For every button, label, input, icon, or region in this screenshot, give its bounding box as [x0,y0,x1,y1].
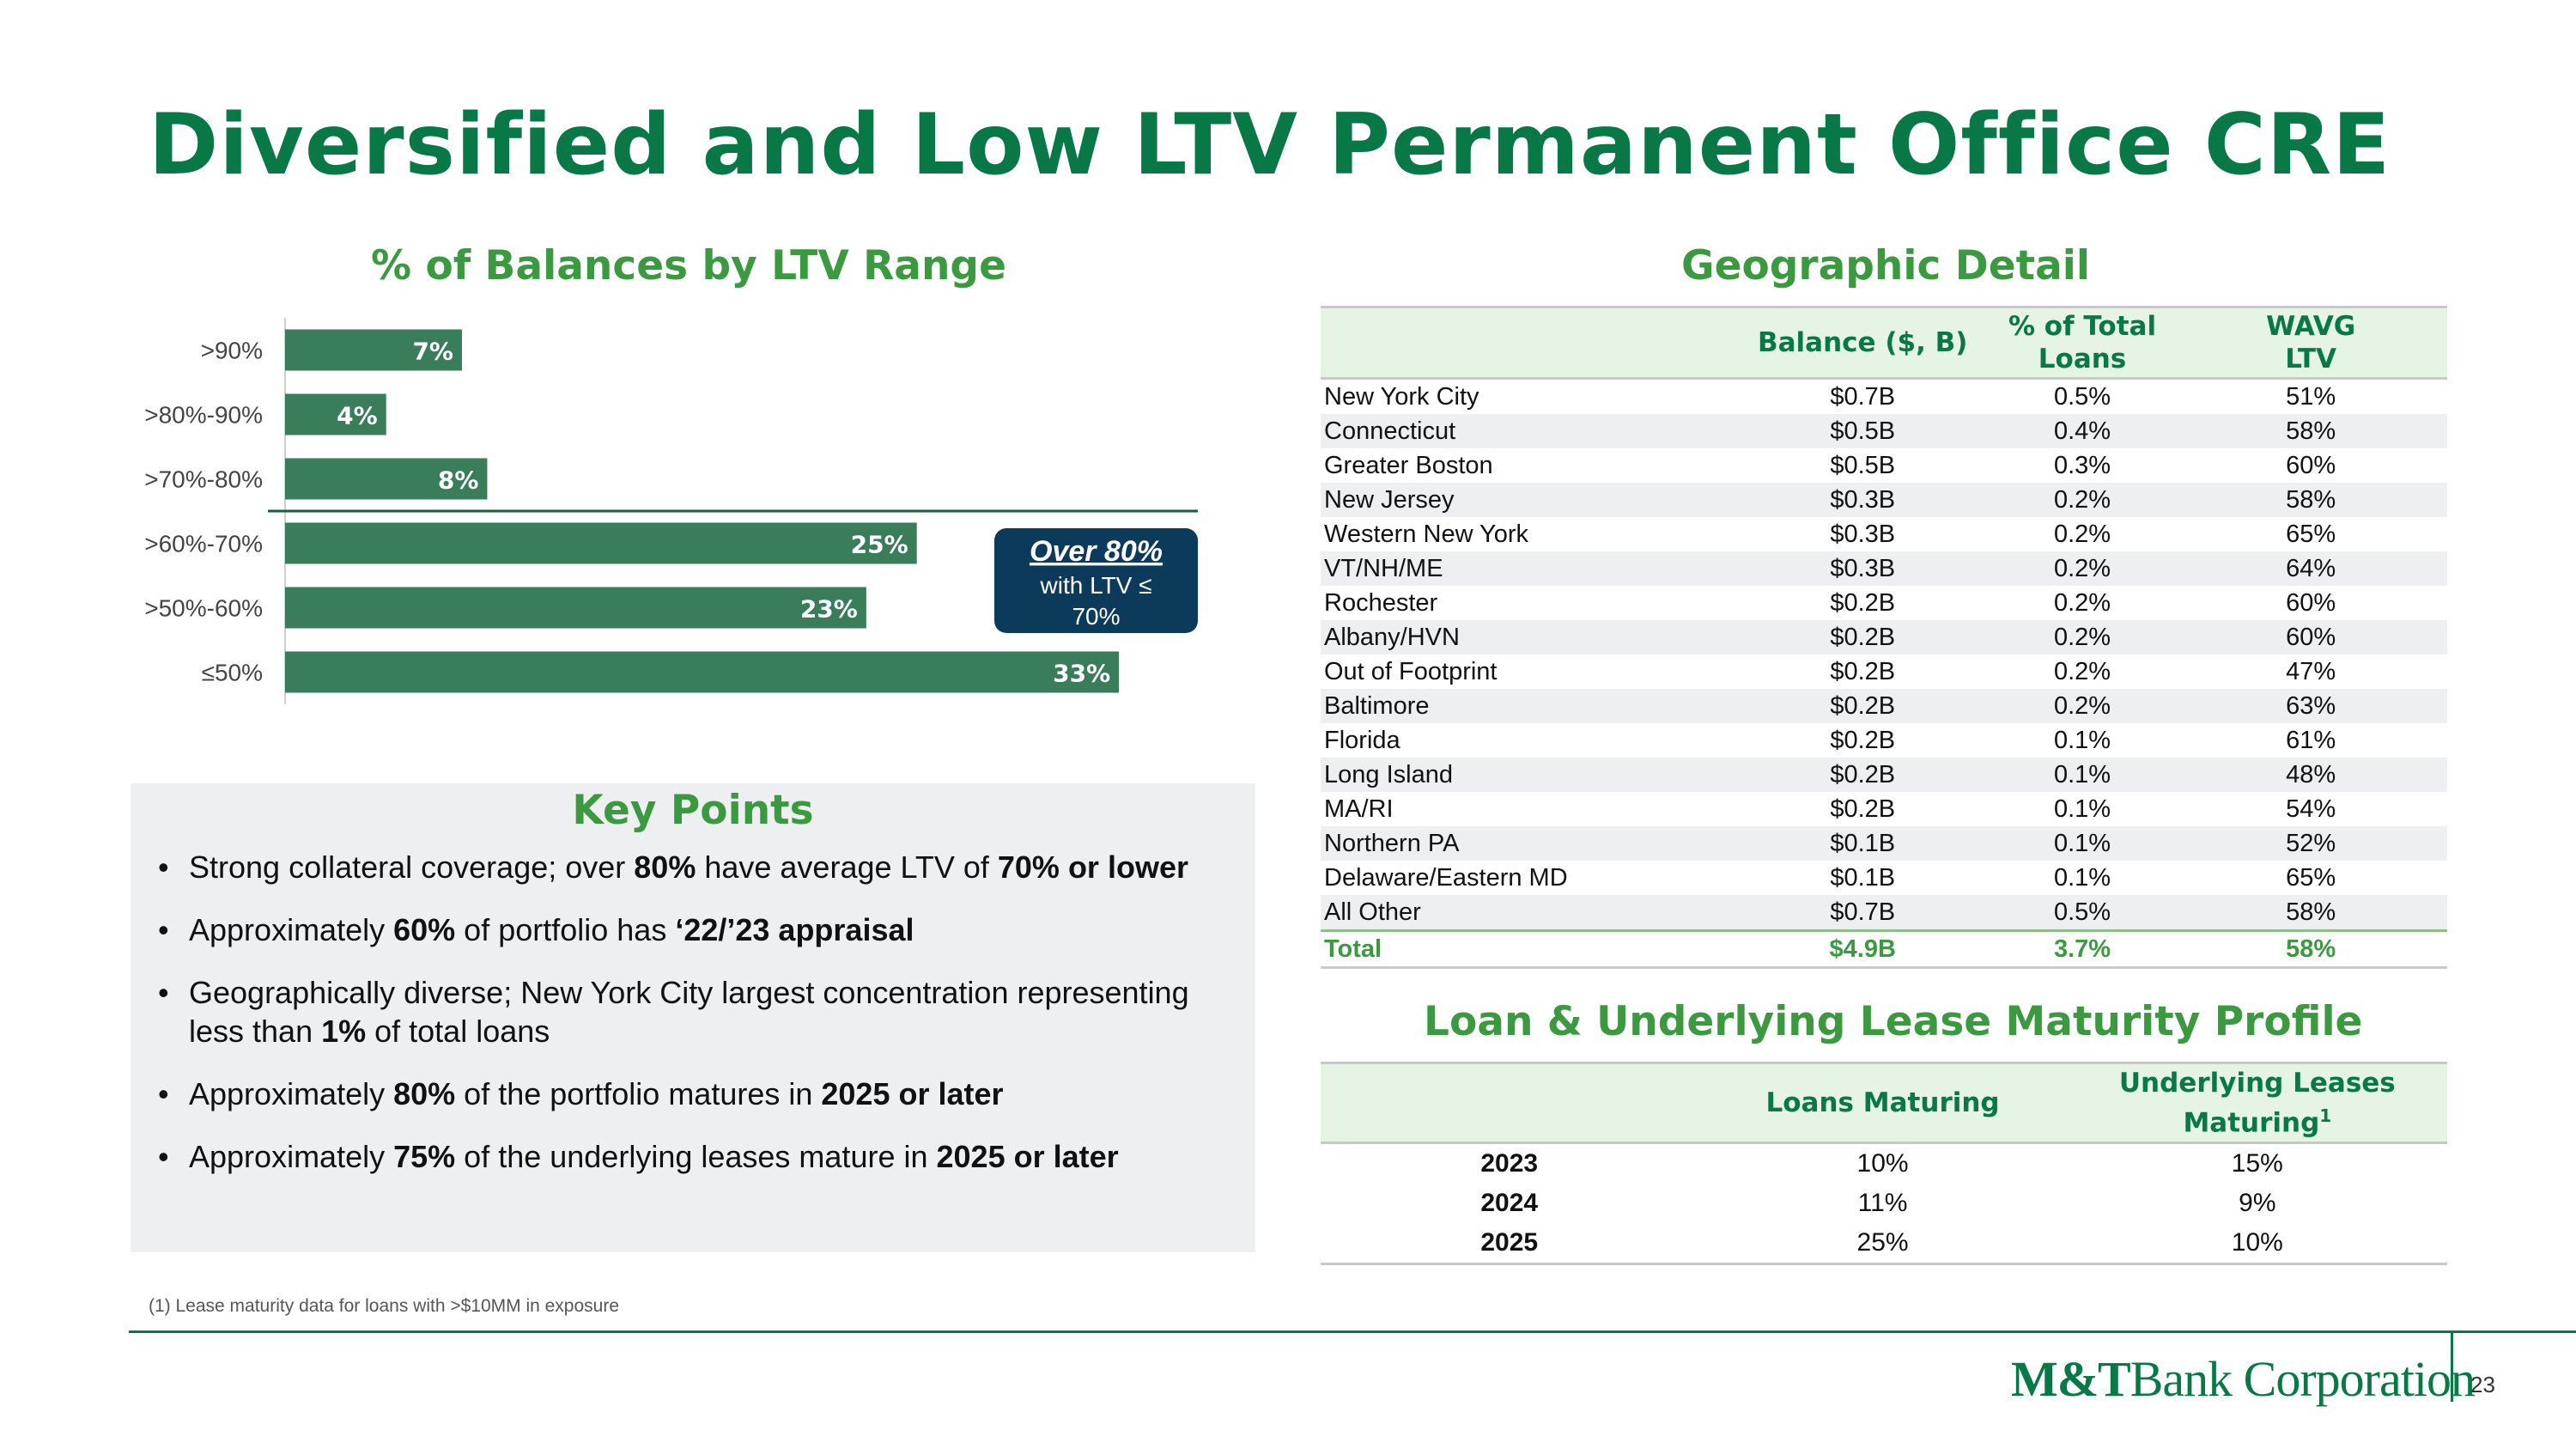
geo-row: Long Island $0.2B 0.1% 48% [1321,758,2447,792]
bar [285,458,488,500]
footnote: (1) Lease maturity data for loans with >… [149,1296,620,1316]
annotation-text: with LTV ≤ [1040,572,1152,599]
maturity-row: 2023 10% 15% [1480,1149,2283,1178]
chart-title: % of Balances by LTV Range [371,242,1006,289]
data-label: 23% [800,595,858,624]
geo-row: Delaware/Eastern MD $0.1B 0.1% 65% [1324,864,2336,892]
page-title: Diversified and Low LTV Permanent Office… [149,96,2391,194]
bar [285,522,917,564]
geo-row: Out of Footprint $0.2B 0.2% 47% [1324,658,2336,685]
annotation-box [994,528,1198,633]
data-label: 25% [851,531,908,559]
geo-row: MA/RI $0.2B 0.1% 54% [1324,795,2336,823]
geo-row: Florida $0.2B 0.1% 61% [1324,727,2336,754]
category-label: >80%-90% [144,402,263,429]
ltv-bar-chart: >90% 7% >80%-90% 4% >70%-80% 8% >60%-70% 25% >50… [144,318,1198,704]
bar [285,587,866,629]
maturity-row: 2025 25% 10% [1321,1223,2447,1265]
geo-title: Geographic Detail [1681,242,2091,289]
data-label: 7% [412,338,453,366]
footer-separator [2451,1331,2453,1402]
page-number: 23 [2470,1372,2495,1397]
geo-row: Connecticut $0.5B 0.4% 58% [1321,414,2447,448]
geo-row: Western New York $0.3B 0.2% 65% [1324,521,2336,548]
category-label: >60%-70% [144,531,263,557]
footer-divider [129,1330,2576,1333]
bar [285,393,386,435]
data-label: 8% [438,466,479,495]
maturity-header-leases: Underlying Leases Maturing1 [2067,1062,2447,1144]
company-logo: M&TBank Corporation [2011,1351,2476,1407]
category-label: >50%-60% [144,595,263,622]
bar [285,329,462,371]
geo-table: Balance ($, B) % of Total Loans WAVG LTV N… [1321,306,2447,969]
geo-header-wavg: WAVG LTV [2174,306,2447,380]
key-points-list: Strong collateral coverage; over 80% hav… [148,848,1247,1200]
geo-row: Rochester $0.2B 0.2% 60% [1324,589,2336,617]
data-label: 4% [337,402,378,430]
key-points-title: Key Points [572,787,814,834]
key-point-item: Approximately 75% of the underlying leas… [148,1137,1247,1176]
annotation-text: 70% [1072,603,1120,630]
geo-header-pct: % of Total Loans [1990,306,2175,380]
maturity-row: 2024 11% 9% [1480,1189,2276,1217]
geo-row: New York City $0.7B 0.5% 51% [1324,383,2336,411]
annotation-title: Over 80% [1030,535,1163,568]
key-point-item: Approximately 60% of portfolio has ‘22/’… [148,910,1247,949]
category-label: >90% [201,338,263,364]
geo-row: Greater Boston $0.5B 0.3% 60% [1324,452,2336,479]
geo-row: Northern PA $0.1B 0.1% 52% [1321,826,2447,861]
key-point-item: Geographically diverse; New York City la… [148,973,1247,1050]
geo-total-row: Total $4.9B 3.7% 58% [1321,929,2447,969]
key-point-item: Approximately 80% of the portfolio matur… [148,1075,1247,1113]
key-points-panel: Key Points Strong collateral coverage; o… [131,783,1255,1252]
geo-row: All Other $0.7B 0.5% 58% [1321,895,2447,931]
maturity-header-loans: Loans Maturing [1698,1062,2068,1144]
data-label: 33% [1053,660,1110,688]
maturity-table: Loans Maturing Underlying Leases Maturing… [1321,1062,2447,1265]
maturity-title: Loan & Underlying Lease Maturity Profile [1424,998,2363,1045]
key-point-item: Strong collateral coverage; over 80% hav… [148,848,1247,886]
category-label: >70%-80% [144,466,263,493]
geo-row: VT/NH/ME $0.3B 0.2% 64% [1321,551,2447,586]
geo-row: Baltimore $0.2B 0.2% 63% [1321,689,2447,723]
geo-row: New Jersey $0.3B 0.2% 58% [1321,483,2447,517]
geo-header-balance: Balance ($, B) [1735,306,1990,380]
category-label: ≤50% [202,660,263,686]
bar [285,651,1120,693]
geo-row: Albany/HVN $0.2B 0.2% 60% [1321,620,2447,654]
